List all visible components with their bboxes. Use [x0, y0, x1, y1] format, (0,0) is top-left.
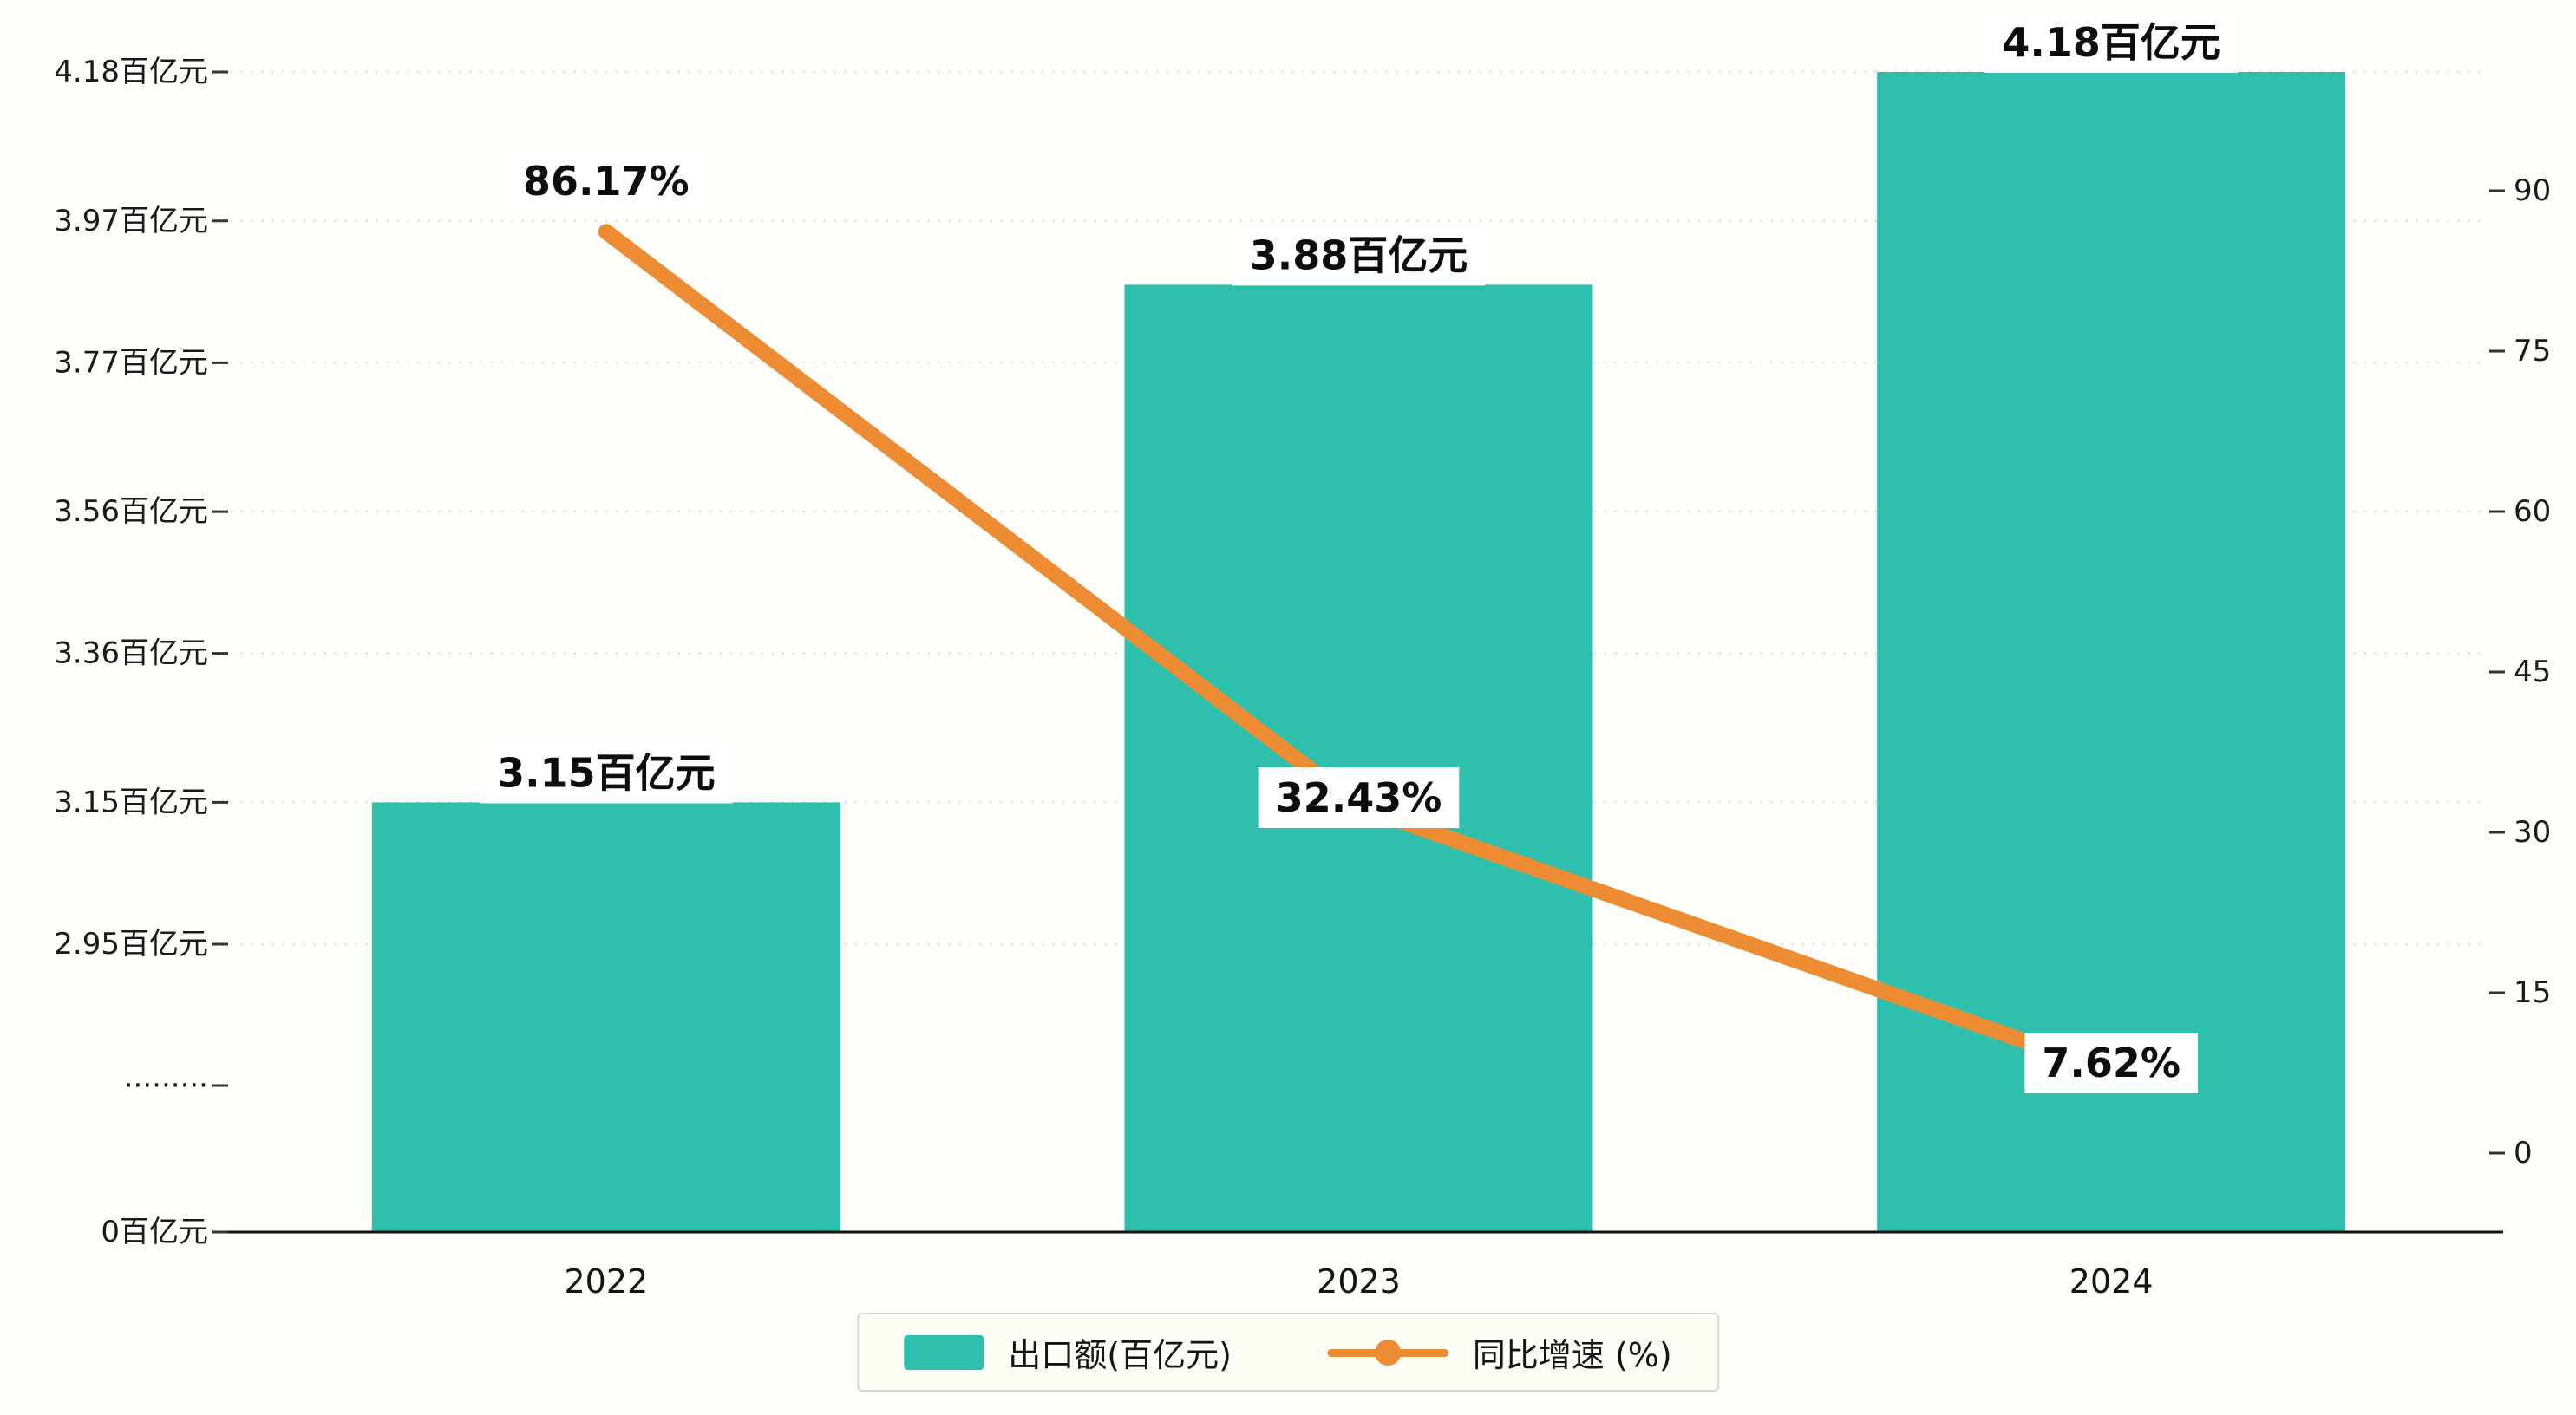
- left-axis-tick-label: 0百亿元: [101, 1215, 208, 1249]
- svg-text:32.43%: 32.43%: [1276, 774, 1442, 821]
- legend-item-export-amount: 出口额(百亿元): [904, 1328, 1232, 1376]
- legend-item-label: 出口额(百亿元): [1008, 1336, 1232, 1374]
- bar-2022: [371, 802, 840, 1232]
- right-axis-tick-label: 90: [2514, 173, 2551, 208]
- svg-text:4.18百亿元: 4.18百亿元: [2002, 19, 2220, 66]
- left-axis-tick-label: 2.95百亿元: [54, 927, 208, 962]
- right-axis-tick-label: 15: [2514, 975, 2551, 1010]
- svg-text:86.17%: 86.17%: [523, 158, 690, 205]
- left-axis-tick-label: 3.15百亿元: [54, 785, 208, 819]
- right-axis: 90 75 60 45 30 15 0: [2489, 173, 2551, 1170]
- left-axis-tick-label: 3.36百亿元: [54, 636, 208, 671]
- bar-series-swatch: [904, 1334, 984, 1370]
- line-marker-dot: [1374, 1339, 1401, 1366]
- left-axis-tick-label: 4.18百亿元: [54, 55, 208, 89]
- line-value-label: 7.62%: [2024, 1033, 2198, 1094]
- left-axis-tick-label: ·········: [124, 1068, 208, 1103]
- legend-item-label: 同比增速 (%): [1472, 1336, 1672, 1374]
- line-value-label: 32.43%: [1258, 767, 1460, 829]
- left-axis-tick-label: 3.97百亿元: [54, 204, 208, 238]
- svg-text:7.62%: 7.62%: [2042, 1040, 2180, 1086]
- x-axis-tick-label: 2024: [2069, 1262, 2154, 1301]
- bar-value-label: 3.88百亿元: [1232, 225, 1486, 286]
- left-axis-tick-label: 3.77百亿元: [54, 345, 208, 380]
- svg-text:3.15百亿元: 3.15百亿元: [497, 749, 716, 796]
- bar-value-label: 4.18百亿元: [1984, 12, 2238, 73]
- legend: 出口额(百亿元) 同比增速 (%): [857, 1313, 1719, 1392]
- x-axis-tick-label: 2023: [1317, 1262, 1401, 1301]
- svg-text:3.88百亿元: 3.88百亿元: [1250, 231, 1468, 278]
- left-axis: 4.18百亿元 3.97百亿元 3.77百亿元 3.56百亿元 3.36百亿元 3.15百…: [54, 55, 228, 1249]
- right-axis-tick-label: 0: [2514, 1136, 2533, 1170]
- x-axis-labels: 2022 2023 2024: [564, 1262, 2153, 1301]
- line-series-marker: [1326, 1339, 1448, 1366]
- right-axis-tick-label: 45: [2514, 655, 2551, 689]
- right-axis-tick-label: 30: [2514, 815, 2551, 850]
- right-axis-tick-label: 75: [2514, 334, 2551, 368]
- bar-value-label: 3.15百亿元: [480, 742, 733, 804]
- left-axis-tick-label: 3.56百亿元: [54, 494, 208, 529]
- x-axis-tick-label: 2022: [564, 1262, 648, 1301]
- bar-2023: [1124, 284, 1593, 1232]
- right-axis-tick-label: 60: [2514, 494, 2551, 529]
- line-value-label: 86.17%: [506, 151, 707, 212]
- legend-item-growth-rate: 同比增速 (%): [1326, 1328, 1672, 1376]
